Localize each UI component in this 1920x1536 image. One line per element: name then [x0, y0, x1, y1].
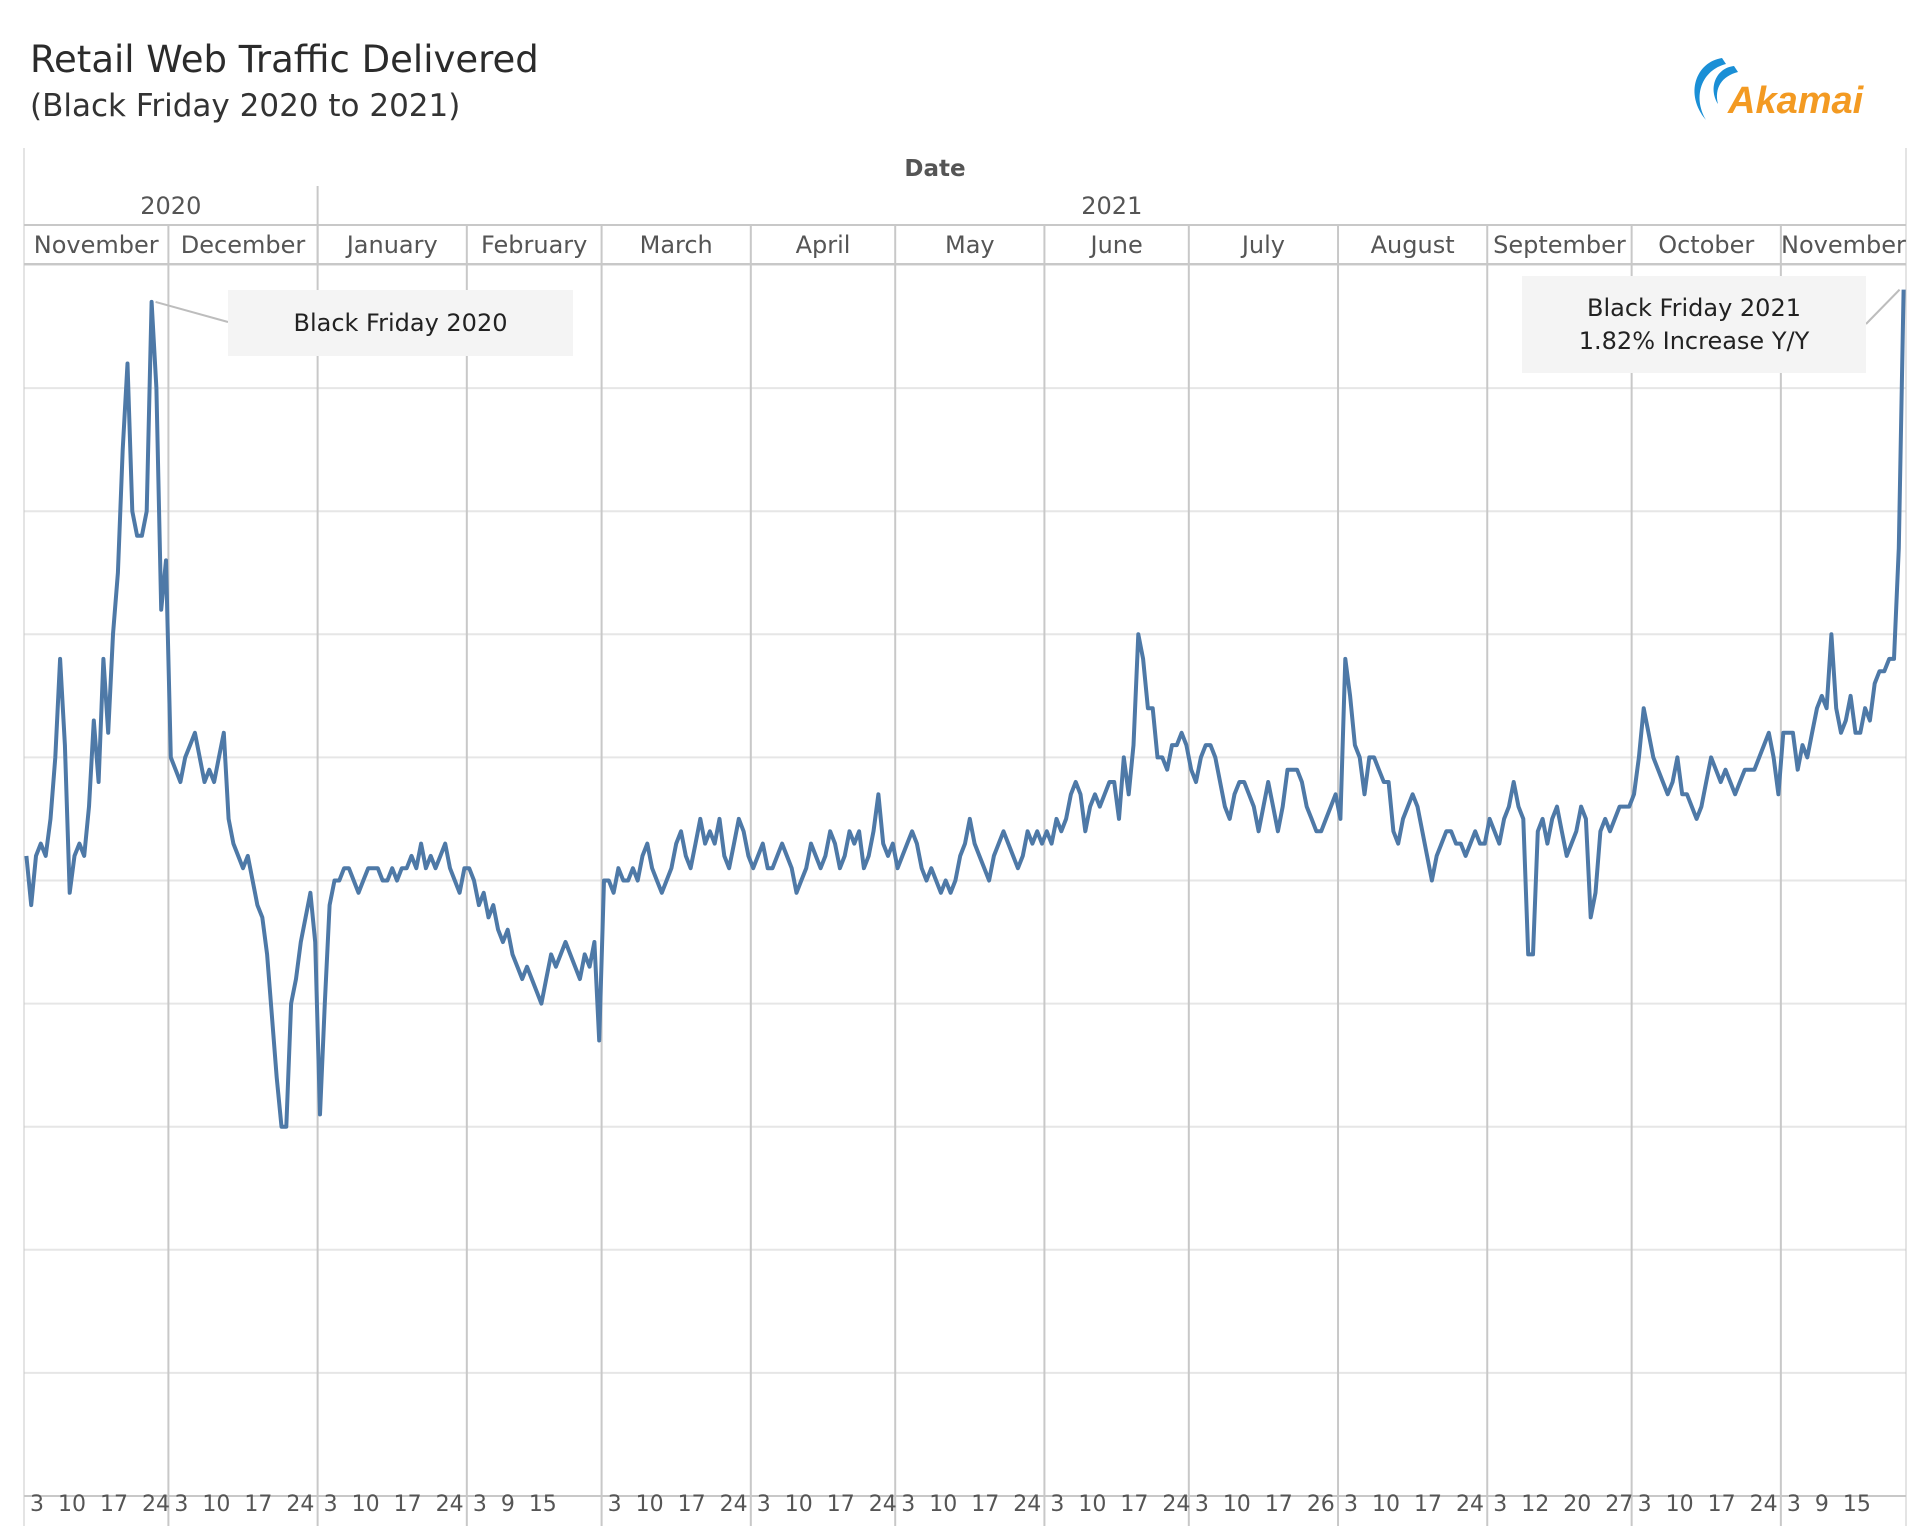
day-tick-label: 3 [608, 1492, 622, 1517]
traffic-series-line [24, 289, 1906, 1129]
day-tick-label: 3 [901, 1492, 915, 1517]
month-label: March [640, 231, 713, 259]
month-label: July [1240, 231, 1285, 259]
day-tick-label: 24 [286, 1492, 314, 1517]
day-tick-label: 17 [971, 1492, 999, 1517]
day-tick-label: 17 [1265, 1492, 1293, 1517]
day-tick-label: 10 [929, 1492, 957, 1517]
day-tick-label: 9 [1815, 1492, 1829, 1517]
day-tick-label: 24 [142, 1492, 170, 1517]
day-tick-label: 17 [1414, 1492, 1442, 1517]
day-tick-label: 24 [869, 1492, 897, 1517]
annotation-connectors [155, 288, 1901, 325]
day-tick-label: 17 [1120, 1492, 1148, 1517]
month-label: December [181, 231, 306, 259]
day-tick-label: 12 [1521, 1492, 1549, 1517]
day-tick-label: 10 [352, 1492, 380, 1517]
annotation-callout: Black Friday 2021 1.82% Increase Y/Y [1522, 276, 1866, 373]
day-tick-label: 10 [636, 1492, 664, 1517]
date-axis-header: Date 2020 2021 November December January Febru… [23, 148, 1907, 1526]
day-tick-label: 17 [100, 1492, 128, 1517]
day-tick-label: 3 [1195, 1492, 1209, 1517]
month-label: January [345, 231, 438, 259]
day-tick-label: 20 [1563, 1492, 1591, 1517]
month-label: June [1088, 231, 1142, 259]
day-tick-label: 17 [678, 1492, 706, 1517]
annotation-connector [155, 300, 229, 323]
day-tick-label: 26 [1307, 1492, 1335, 1517]
month-label: November [34, 231, 159, 259]
month-label: August [1371, 231, 1455, 259]
month-label: February [481, 231, 587, 259]
month-label: October [1658, 231, 1754, 259]
day-tick-label: 3 [757, 1492, 771, 1517]
chart-title: Retail Web Traffic Delivered [30, 38, 539, 81]
day-tick-label: 15 [1843, 1492, 1871, 1517]
akamai-logo: Akamai [1682, 50, 1872, 140]
day-tick-label: 10 [1372, 1492, 1400, 1517]
day-tick-label: 17 [827, 1492, 855, 1517]
day-tick-axis: 3 10 17 24 3 10 17 24 3 10 17 24 3 9 15 3 10 17 24 3 10 17 24 3… [30, 1492, 1871, 1517]
day-tick-label: 24 [436, 1492, 464, 1517]
akamai-swoosh-icon [1694, 58, 1738, 120]
day-tick-label: 10 [1078, 1492, 1106, 1517]
day-tick-label: 3 [1493, 1492, 1507, 1517]
day-tick-label: 3 [1344, 1492, 1358, 1517]
day-tick-label: 10 [1666, 1492, 1694, 1517]
day-tick-label: 3 [30, 1492, 44, 1517]
day-tick-label: 10 [785, 1492, 813, 1517]
month-label: September [1493, 231, 1626, 259]
day-tick-label: 9 [501, 1492, 515, 1517]
day-tick-label: 3 [1050, 1492, 1064, 1517]
day-tick-label: 3 [473, 1492, 487, 1517]
annotation-title: Black Friday 2020 [293, 308, 508, 337]
day-tick-label: 24 [1750, 1492, 1778, 1517]
day-tick-label: 24 [1013, 1492, 1041, 1517]
chart-subtitle: (Black Friday 2020 to 2021) [30, 88, 461, 124]
akamai-logo-text: Akamai [1728, 80, 1864, 122]
day-tick-label: 17 [1708, 1492, 1736, 1517]
day-tick-label: 24 [1456, 1492, 1484, 1517]
day-tick-label: 15 [529, 1492, 557, 1517]
annotation-title: Black Friday 2021 [1586, 293, 1801, 322]
day-tick-label: 24 [720, 1492, 748, 1517]
year-label: 2020 [140, 192, 201, 220]
annotation-callout: Black Friday 2020 [228, 290, 573, 356]
month-label: April [796, 231, 851, 259]
chart-grid [24, 225, 1906, 1526]
day-tick-label: 24 [1162, 1492, 1190, 1517]
day-tick-label: 3 [1787, 1492, 1801, 1517]
day-tick-label: 10 [58, 1492, 86, 1517]
annotation-connector [1865, 288, 1901, 325]
day-tick-label: 27 [1605, 1492, 1633, 1517]
day-tick-label: 3 [324, 1492, 338, 1517]
day-tick-label: 10 [202, 1492, 230, 1517]
day-tick-label: 10 [1223, 1492, 1251, 1517]
year-label: 2021 [1081, 192, 1142, 220]
annotation-detail: 1.82% Increase Y/Y [1578, 326, 1810, 355]
day-tick-label: 17 [394, 1492, 422, 1517]
day-tick-label: 3 [174, 1492, 188, 1517]
day-tick-label: 3 [1638, 1492, 1652, 1517]
month-label: May [945, 231, 995, 259]
series-layer [24, 289, 1906, 1129]
day-tick-label: 17 [244, 1492, 272, 1517]
month-label: November [1781, 231, 1906, 259]
x-axis-title: Date [904, 156, 965, 182]
